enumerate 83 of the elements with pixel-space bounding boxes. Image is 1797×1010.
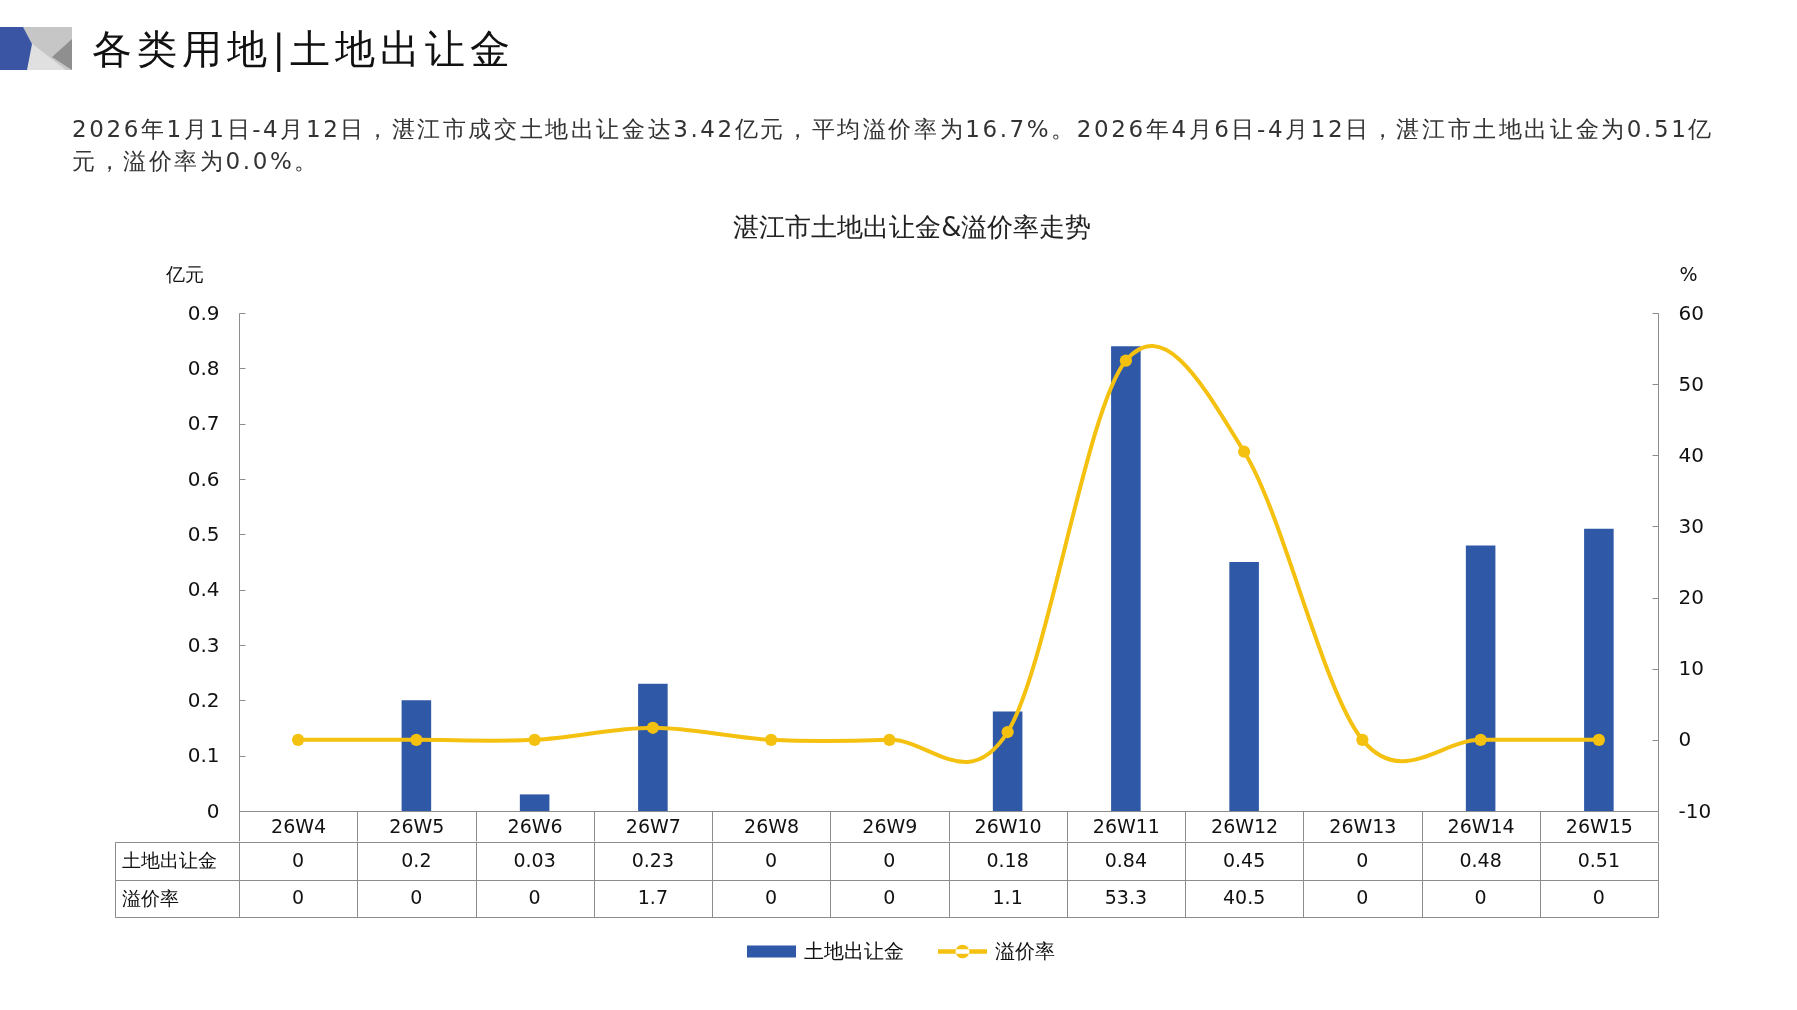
chart-title: 各类用地|土地出让金 (92, 25, 516, 74)
data-label: 1.7 (637, 886, 668, 909)
data-label: 53.3 (1104, 886, 1148, 909)
x-tick-label: 26W8 (744, 814, 800, 837)
data-label: 0 (883, 886, 896, 909)
point (1119, 354, 1132, 367)
bar (992, 711, 1023, 811)
data-label: 0 (1356, 848, 1369, 871)
y2-tick-label: 40 (1678, 442, 1704, 467)
y2-tick-label: 10 (1678, 656, 1704, 681)
x-tick-label: 26W13 (1329, 814, 1397, 837)
data-label: 0.48 (1459, 848, 1502, 871)
x-tick-label: 26W9 (862, 814, 918, 837)
y-tick-label: 0.9 (187, 300, 220, 325)
x-tick-label: 26W10 (974, 814, 1042, 837)
y2-tick-label: -10 (1678, 798, 1712, 823)
x-tick-label: 26W11 (1092, 814, 1160, 837)
x-tick-label: 26W12 (1211, 814, 1279, 837)
y2-tick-label: 20 (1678, 585, 1704, 610)
point (1474, 733, 1487, 746)
y-tick-label: 0.3 (187, 632, 220, 657)
data-label: 0.51 (1577, 848, 1621, 871)
bar (1584, 528, 1614, 811)
bar (638, 683, 668, 811)
data-label: 0 (1592, 886, 1605, 909)
data-label: 0.45 (1222, 848, 1266, 871)
data-label: 0.2 (401, 848, 432, 871)
point (292, 733, 305, 746)
y-tick-label: 0.4 (187, 577, 220, 602)
data-label: 0 (883, 848, 896, 871)
point (1356, 733, 1369, 746)
data-label: 0.23 (631, 848, 675, 871)
bar (1111, 346, 1141, 811)
x-tick-label: 26W4 (271, 814, 327, 837)
y-tick-label: 0.2 (187, 687, 220, 712)
y-tick-label: 0.8 (187, 355, 220, 380)
point (646, 721, 659, 734)
legend-label: 土地出让金 (804, 938, 904, 963)
text: 湛江市土地出让金&溢价率走势 (733, 212, 1092, 242)
chart-subtitle: 2026年1月1日-4月12日，湛江市成交土地出让金达3.42亿元，平均溢价率为16.7%。2026年4月6日-4月12日，湛江市土地出让金为0.51亿元，溢价率为0.0%。 (72, 115, 1716, 176)
y-tick-label: 0.6 (187, 466, 220, 491)
point (765, 733, 778, 746)
point (1001, 725, 1014, 739)
y2-tick-label: 60 (1678, 300, 1704, 325)
point (1592, 733, 1605, 746)
data-label: 0 (765, 848, 778, 871)
y2-tick-label: 50 (1678, 371, 1704, 396)
data-label: 0 (765, 886, 778, 909)
x-tick-label: 26W6 (507, 814, 563, 837)
bar (519, 794, 550, 811)
y2-axis-title: % (1679, 262, 1698, 285)
data-label: 0 (1356, 886, 1369, 909)
data-label: 0 (410, 886, 423, 909)
point (410, 733, 423, 746)
data-label: 0 (292, 886, 305, 909)
point (528, 733, 541, 746)
x-tick-label: 26W14 (1447, 814, 1515, 837)
data-label: 0.84 (1104, 848, 1148, 871)
data-label: 0 (1474, 886, 1487, 909)
x-tick-label: 26W7 (625, 814, 681, 837)
point (883, 733, 896, 746)
y-tick-label: 0.7 (187, 411, 220, 436)
y2-tick-label: 30 (1678, 513, 1704, 538)
bar (1229, 562, 1259, 811)
data-label: 0.18 (986, 848, 1029, 871)
data-label: 0 (292, 848, 305, 871)
text: 溢价率 (121, 886, 179, 909)
bar (1465, 545, 1496, 811)
data-label: 0 (528, 886, 541, 909)
data-label: 1.1 (992, 886, 1023, 909)
text: 土地出让金 (121, 849, 217, 872)
data-label: 0.03 (513, 848, 556, 871)
y-tick-label: 0.5 (187, 521, 220, 546)
point (1238, 445, 1251, 458)
y2-tick-label: 0 (1678, 727, 1692, 752)
x-tick-label: 26W5 (389, 814, 445, 837)
y-tick-label: 0.1 (187, 743, 220, 768)
legend-label: 溢价率 (995, 938, 1055, 963)
bar (401, 700, 432, 811)
x-tick-label: 26W15 (1565, 814, 1633, 837)
y-tick-label: 0 (206, 798, 220, 823)
data-label: 40.5 (1222, 886, 1266, 909)
y-axis-title: 亿元 (164, 262, 204, 285)
